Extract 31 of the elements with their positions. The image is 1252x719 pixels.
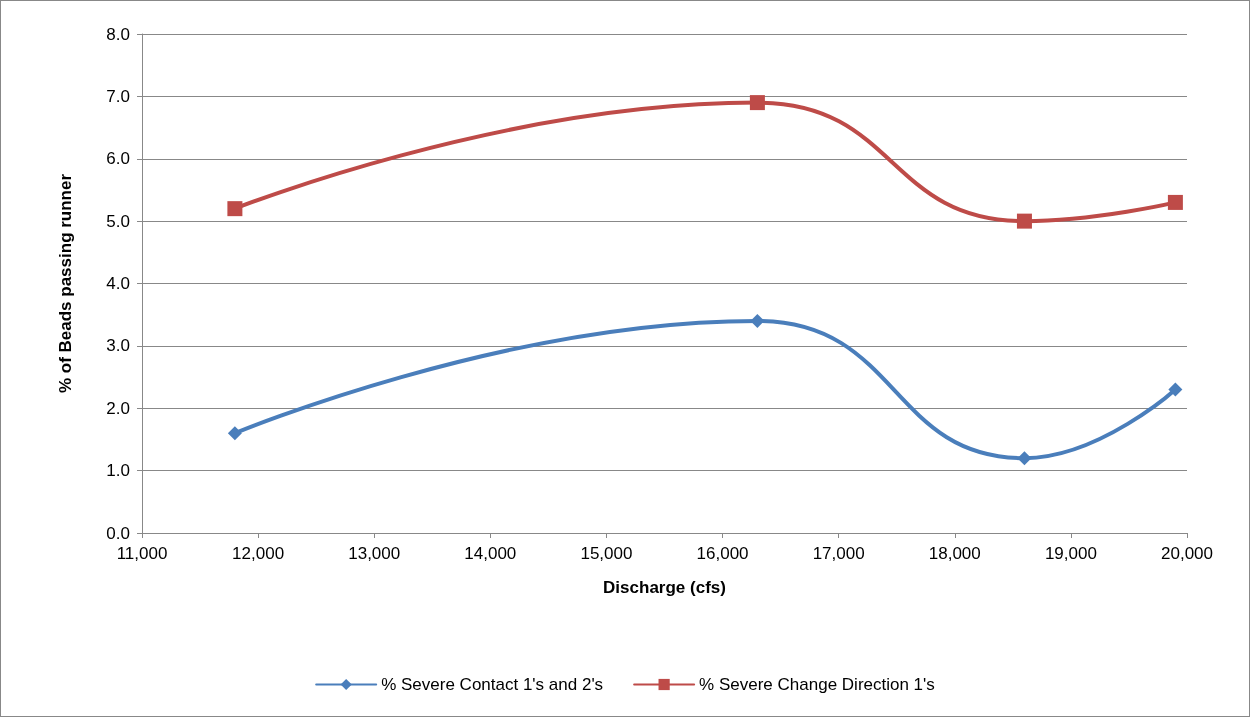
point [1017,451,1032,466]
y-tick-label: 7.0 [106,86,130,106]
legend-label: % Severe Change Direction 1's [699,675,935,694]
x-tick-label: 14,000 [464,544,517,563]
x-tick-label: 13,000 [348,544,401,563]
legend-label: % Severe Contact 1's and 2's [381,675,604,694]
x-axis-title: Discharge (cfs) [603,578,726,597]
x-tick-label: 18,000 [928,544,981,563]
point [1167,194,1183,210]
point [1168,382,1183,397]
y-tick-label: 3.0 [106,336,130,356]
point [749,95,765,111]
point [750,313,765,328]
y-tick-label: 5.0 [106,211,130,231]
y-tick-label: 0.0 [106,523,130,543]
y-tick-label: 4.0 [106,274,130,293]
x-tick-label: 16,000 [696,544,749,563]
x-tick-label: 17,000 [812,544,865,563]
point [1016,213,1032,229]
y-axis-title: % of Beads passing runner [56,173,75,394]
x-tick-label: 19,000 [1044,544,1097,563]
y-tick-label: 8.0 [106,24,130,44]
y-tick-label: 1.0 [106,461,130,481]
x-tick-label: 15,000 [580,544,633,563]
x-tick-label: 12,000 [232,544,285,563]
x-tick-label: 11,000 [116,544,168,563]
y-tick-label: 2.0 [106,398,130,418]
point [227,201,243,217]
point [227,426,242,441]
x-tick-label: 20,000 [1161,544,1213,563]
y-tick-label: 6.0 [106,149,130,169]
